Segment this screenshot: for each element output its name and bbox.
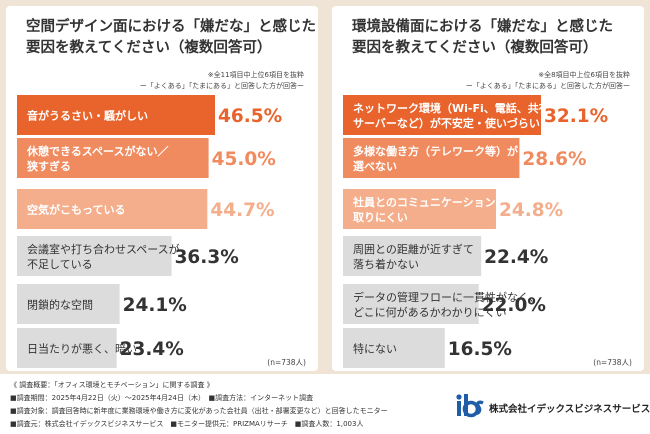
bar (343, 328, 445, 368)
category-label: 不足している (27, 258, 93, 271)
bar (17, 284, 120, 324)
category-label: 休憩できるスペースがない／ (26, 144, 168, 158)
bar (17, 138, 209, 178)
category-label: 周囲との距離が近すぎて (353, 242, 474, 256)
value-label: 24.1% (123, 295, 187, 316)
value-label: 46.5% (218, 106, 282, 127)
sample-size-label: (n=738人) (593, 358, 632, 367)
value-label: 23.4% (120, 339, 184, 360)
value-label: 22.0% (482, 295, 546, 316)
category-label: 社員とのコミュニケーションが (352, 195, 507, 209)
category-label: データの管理フローに一貫性がなく、 (353, 290, 540, 304)
category-label: 音がうるさい・騒がしい (27, 109, 148, 123)
bar (17, 236, 172, 276)
bar (343, 95, 541, 135)
value-label: 24.8% (499, 200, 563, 221)
category-label: ネットワーク環境（Wi-Fi、電話、共有 (353, 101, 550, 115)
survey-target-line: ■調査対象：調査回答時に新年度に業務環境や働き方に変化があった会社員（出社・部署… (10, 407, 388, 415)
bar (343, 138, 520, 178)
category-label: どこに何があるかわかりにくい (353, 305, 506, 319)
category-label: 取りにくい (353, 211, 408, 224)
category-label: 閉鎖的な空間 (27, 298, 93, 312)
chart-note: ー「よくある」「たまにある」と回答した方が回答ー (465, 82, 630, 90)
chart-title: 環境設備面における「嫌だな」と感じた 要因を教えてください（複数回答可） (352, 19, 613, 56)
chart-note: ※全8項目中上位6項目を抜粋 (538, 71, 630, 79)
value-label: 16.5% (448, 339, 512, 360)
category-label: 狭すぎる (26, 159, 71, 173)
survey-summary-heading: 《 調査概要：「オフィス環境とモチベーション」に関する調査 》 (10, 381, 214, 389)
left-chart-panel: 空間デザイン面における「嫌だな」と感じた 要因を教えてください（複数回答可） ※… (6, 6, 318, 371)
value-label: 36.3% (175, 247, 239, 268)
category-label: 特にない (353, 342, 397, 356)
category-label: 会議室や打ち合わせスペースが (27, 242, 180, 256)
value-label: 44.7% (210, 200, 274, 221)
value-label: 22.4% (484, 247, 548, 268)
chart-note: ー「よくある」「たまにある」と回答した方が回答ー (139, 82, 304, 90)
ibs-logo-icon (456, 394, 484, 418)
value-label: 45.0% (212, 149, 276, 170)
left-bar-chart: 音がうるさい・騒がしい 46.5% 休憩できるスペースがない／狭すぎる 45.0% 空気… (17, 95, 282, 368)
chart-title: 空間デザイン面における「嫌だな」と感じた 要因を教えてください（複数回答可） (26, 19, 316, 56)
survey-footer: 《 調査概要：「オフィス環境とモチベーション」に関する調査 》 ■調査期間：20… (0, 374, 650, 434)
bar (17, 95, 215, 135)
category-label: 多様な働き方（テレワーク等）が (353, 144, 518, 158)
category-label: サーバーなど）が不安定・使いづらい (353, 116, 540, 130)
bar (17, 189, 208, 229)
value-label: 28.6% (522, 149, 586, 170)
category-label: 空気がこもっている (27, 203, 125, 217)
category-label: 落ち着かない (353, 257, 419, 271)
category-label: 選べない (353, 160, 397, 173)
bar (343, 189, 496, 229)
survey-source-line: ■調査元：株式会社イデックスビジネスサービス ■モニター提供元：PRIZMAリサ… (10, 420, 364, 428)
bar (343, 284, 479, 324)
right-chart-panel: 環境設備面における「嫌だな」と感じた 要因を教えてください（複数回答可） ※全8… (332, 6, 644, 371)
survey-period-line: ■調査期間：2025年4月22日（火）～2025年4月24日（木） ■調査方法：… (10, 394, 314, 402)
bar (17, 328, 117, 368)
value-label: 32.1% (544, 106, 608, 127)
bar (343, 236, 482, 276)
chart-note: ※全11項目中上位6項目を抜粋 (207, 71, 304, 79)
category-label: 日当たりが悪く、暗い (27, 342, 137, 356)
company-name: 株式会社イデックスビジネスサービス (489, 404, 650, 415)
sample-size-label: (n=738人) (267, 358, 306, 367)
